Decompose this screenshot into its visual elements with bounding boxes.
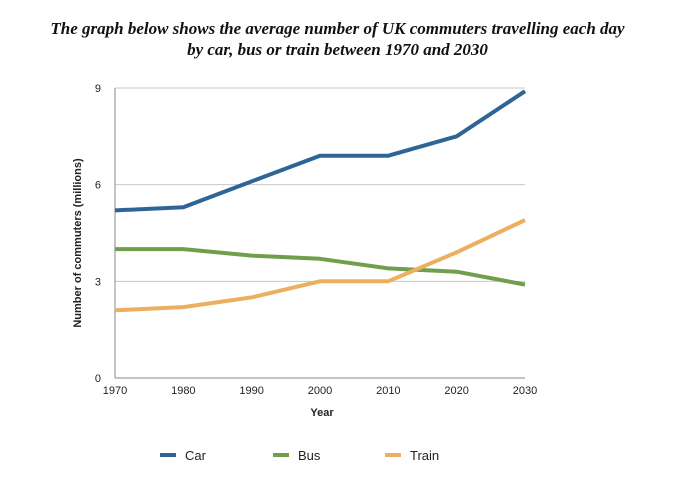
y-tick-label-0: 0 (95, 373, 101, 385)
x-axis-title: Year (310, 407, 334, 419)
series-line-bus (115, 247, 526, 287)
x-tick-label-2030: 2030 (513, 385, 537, 397)
x-tick-label-1970: 1970 (103, 385, 127, 397)
x-tick-label-2000: 2000 (308, 385, 332, 397)
x-tick-label-2010: 2010 (376, 385, 400, 397)
x-tick-label-1990: 1990 (239, 385, 263, 397)
y-tick-label-3: 3 (95, 276, 101, 288)
series-line-train (114, 218, 526, 313)
chart-title-line-1: The graph below shows the average number… (50, 19, 625, 38)
legend-label-bus: Bus (298, 448, 321, 463)
x-tick-label-2020: 2020 (444, 385, 468, 397)
series-line-car (114, 89, 527, 213)
y-tick-label-6: 6 (95, 180, 101, 192)
y-axis-title: Number of commuters (millions) (72, 158, 84, 328)
y-tick-label-9: 9 (95, 83, 101, 95)
chart-title: The graph below shows the average number… (0, 18, 675, 60)
legend-label-train: Train (410, 448, 439, 463)
legend-label-car: Car (185, 448, 207, 463)
chart-title-line-2: by car, bus or train between 1970 and 20… (187, 40, 488, 59)
x-tick-label-1980: 1980 (171, 385, 195, 397)
